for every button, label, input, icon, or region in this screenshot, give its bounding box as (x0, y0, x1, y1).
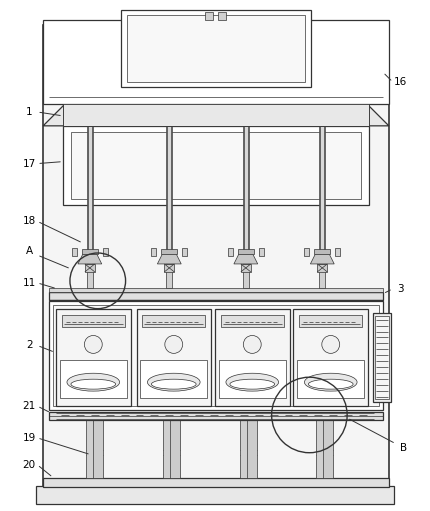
Polygon shape (157, 254, 181, 264)
Bar (316, 420, 326, 478)
Bar (241, 264, 251, 272)
Bar (317, 264, 327, 272)
Ellipse shape (147, 373, 200, 391)
Bar (63, 104, 369, 126)
Bar (49, 288, 383, 292)
Bar (126, 15, 305, 82)
Bar (240, 420, 250, 478)
Bar (218, 12, 226, 19)
Bar (205, 12, 213, 19)
Bar (141, 360, 207, 398)
Ellipse shape (71, 379, 116, 389)
Bar (72, 248, 77, 256)
Bar (60, 360, 126, 398)
Bar (36, 486, 394, 504)
Bar (373, 313, 391, 402)
Bar (87, 264, 93, 288)
Bar (136, 309, 211, 406)
Bar (314, 249, 330, 254)
Ellipse shape (151, 379, 196, 389)
Circle shape (84, 336, 102, 354)
Bar (182, 248, 187, 256)
Text: 17: 17 (23, 158, 36, 169)
Bar (335, 248, 340, 256)
Ellipse shape (304, 373, 357, 391)
Bar (120, 10, 311, 87)
Bar (151, 248, 157, 256)
Polygon shape (234, 254, 258, 264)
Text: 3: 3 (397, 284, 404, 294)
Bar (244, 126, 248, 264)
Bar (243, 126, 249, 264)
Bar (85, 264, 95, 272)
Bar (87, 126, 93, 264)
Bar (219, 360, 286, 398)
Text: B: B (400, 443, 407, 453)
Bar (247, 420, 257, 478)
Bar (319, 264, 325, 288)
Text: 20: 20 (23, 459, 36, 470)
Polygon shape (78, 254, 102, 264)
Bar (375, 316, 389, 399)
Bar (164, 264, 174, 272)
Bar (53, 305, 379, 406)
Bar (298, 360, 364, 398)
Text: 1: 1 (26, 107, 33, 117)
Bar (93, 420, 103, 478)
Bar (319, 126, 325, 264)
Text: 21: 21 (23, 401, 36, 411)
Bar (228, 248, 233, 256)
Bar (62, 315, 125, 327)
Bar (259, 248, 264, 256)
Bar (161, 249, 177, 254)
Bar (103, 248, 108, 256)
Bar (163, 420, 173, 478)
Bar (166, 126, 172, 264)
Bar (82, 249, 98, 254)
Bar (63, 126, 369, 205)
Text: 2: 2 (26, 340, 33, 351)
Bar (243, 264, 249, 288)
Bar (299, 315, 362, 327)
Text: A: A (26, 246, 33, 256)
Ellipse shape (226, 373, 279, 391)
Bar (49, 412, 383, 420)
Bar (142, 315, 205, 327)
Circle shape (322, 336, 340, 354)
Ellipse shape (230, 379, 275, 389)
Bar (170, 420, 180, 478)
Text: 19: 19 (23, 433, 36, 443)
Bar (221, 315, 283, 327)
Text: 18: 18 (23, 216, 36, 226)
Bar (49, 300, 383, 410)
Text: 16: 16 (394, 77, 407, 87)
Ellipse shape (67, 373, 120, 391)
Bar (43, 19, 389, 104)
Text: 11: 11 (23, 278, 36, 288)
Polygon shape (310, 254, 334, 264)
Bar (86, 420, 96, 478)
Bar (49, 292, 383, 300)
Bar (304, 248, 310, 256)
Bar (43, 25, 389, 487)
Bar (323, 420, 333, 478)
Circle shape (243, 336, 261, 354)
Bar (71, 132, 361, 199)
Bar (167, 126, 171, 264)
Bar (320, 126, 324, 264)
Bar (215, 309, 289, 406)
Bar (294, 309, 368, 406)
Bar (88, 126, 92, 264)
Ellipse shape (308, 379, 353, 389)
Circle shape (165, 336, 183, 354)
Bar (166, 264, 172, 288)
Bar (43, 478, 389, 487)
Bar (238, 249, 254, 254)
Polygon shape (43, 106, 389, 126)
Bar (56, 309, 131, 406)
